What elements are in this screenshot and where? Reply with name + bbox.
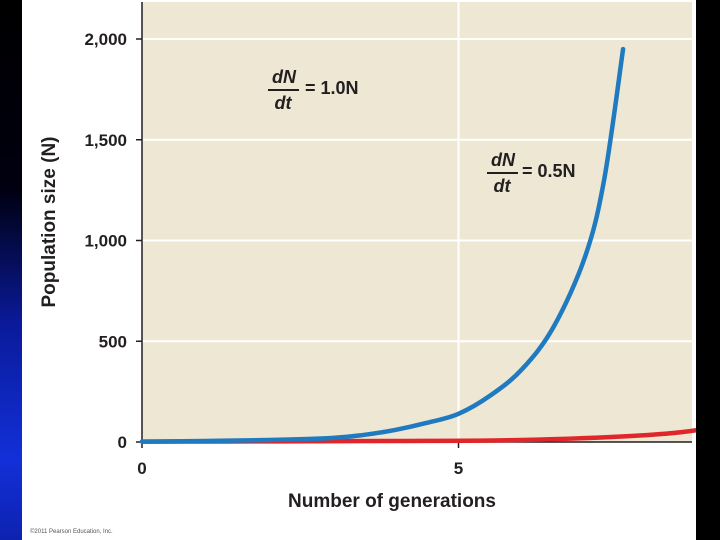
equation-2-rhs: = 0.5N (522, 161, 576, 181)
data-series (139, 46, 696, 444)
y-tick-label: 2,000 (84, 30, 127, 49)
copyright-notice: ©2011 Pearson Education, Inc. (30, 529, 113, 535)
grid-lines (142, 2, 692, 442)
x-axis-title: Number of generations (288, 491, 496, 512)
equation-1-denominator: dt (275, 93, 293, 113)
equation-2-denominator: dt (494, 176, 512, 196)
equation-label-2: dN dt = 0.5N (487, 150, 576, 196)
x-tick-label: 0 (137, 459, 146, 478)
y-tick-label: 500 (99, 332, 127, 351)
series-line-1 (139, 46, 626, 444)
y-axis-title: Population size (N) (39, 137, 60, 308)
y-tick-label: 0 (118, 433, 127, 452)
y-tick-label: 1,500 (84, 131, 127, 150)
y-tick-label: 1,000 (84, 232, 127, 251)
x-tick-label: 5 (454, 459, 463, 478)
equation-1-rhs: = 1.0N (305, 78, 359, 98)
equation-label-1: dN dt = 1.0N (268, 67, 359, 113)
equation-2-numerator: dN (491, 150, 516, 170)
series-line-2 (139, 427, 696, 444)
slide-background-strip (0, 0, 22, 540)
plot-background (142, 2, 692, 442)
equation-1-numerator: dN (272, 67, 297, 87)
